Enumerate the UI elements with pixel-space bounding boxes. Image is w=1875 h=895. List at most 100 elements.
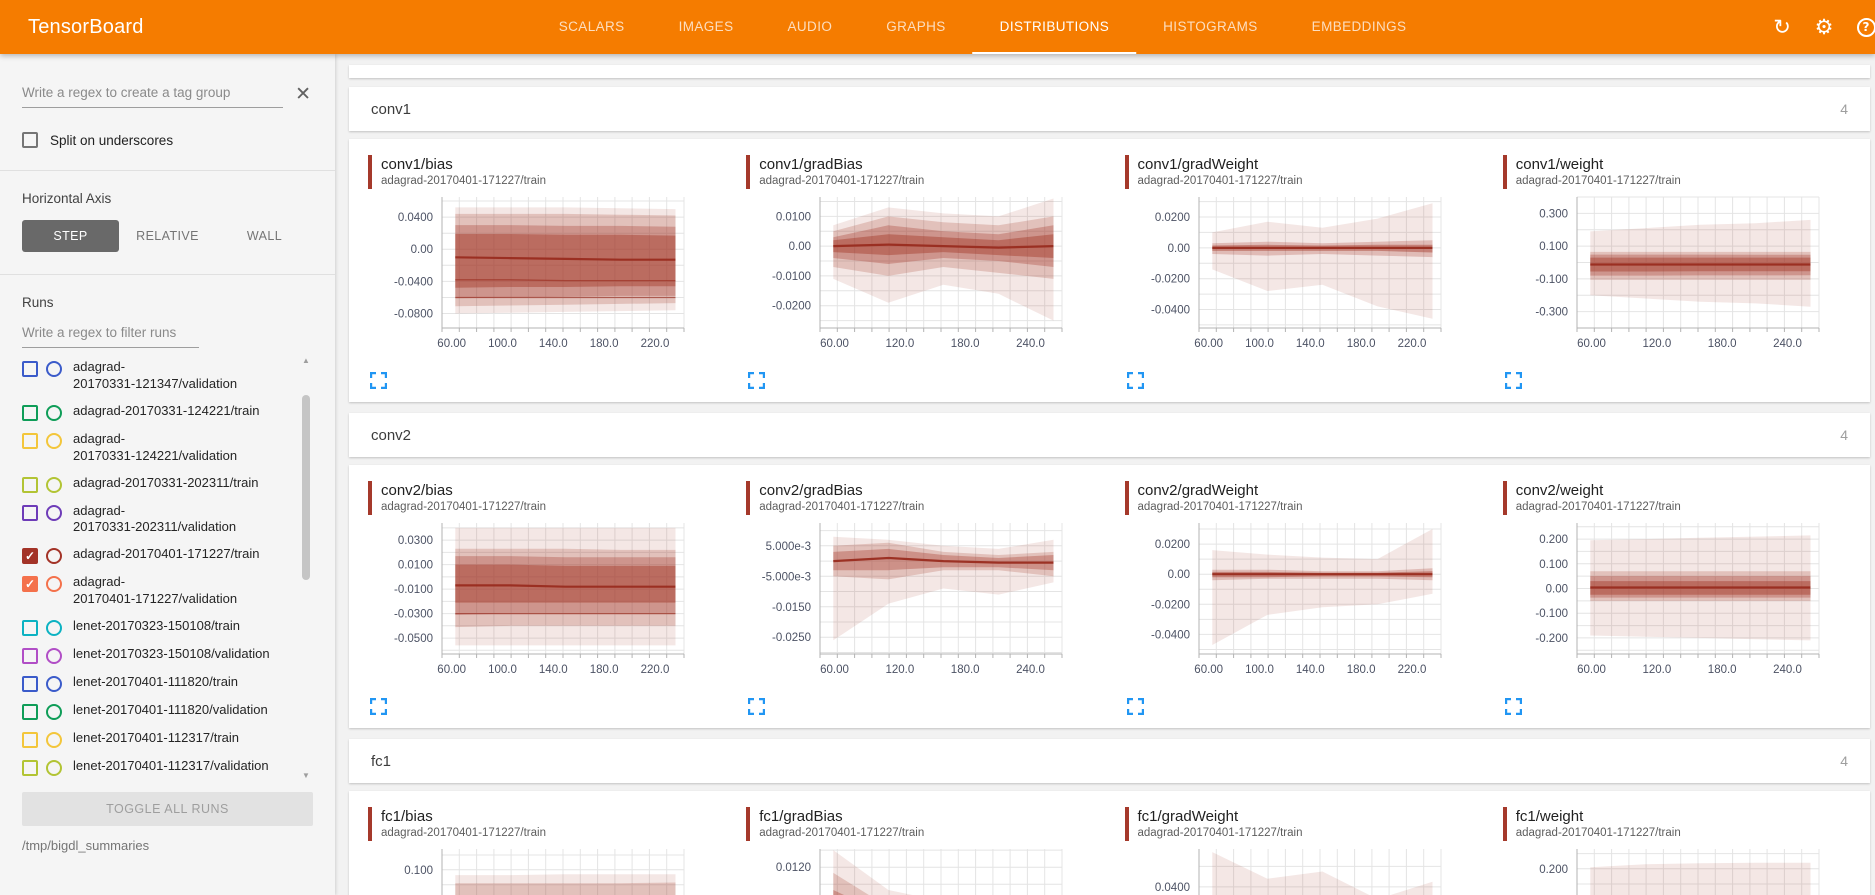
run-solo-radio[interactable] [46, 576, 62, 593]
nav-tabs: SCALARS IMAGES AUDIO GRAPHS DISTRIBUTIONS HIS… [532, 0, 1434, 54]
run-checkbox[interactable] [22, 432, 38, 449]
tab-graphs[interactable]: GRAPHS [886, 18, 946, 34]
run-solo-radio[interactable] [46, 760, 62, 777]
svg-text:-0.0250: -0.0250 [772, 632, 811, 644]
tab-distributions[interactable]: DISTRIBUTIONS [972, 0, 1137, 54]
run-item[interactable]: adagrad- 20170331-202311/validation [22, 498, 295, 542]
run-solo-radio[interactable] [46, 732, 62, 749]
tab-embeddings[interactable]: EMBEDDINGS [1311, 18, 1407, 34]
run-solo-radio[interactable] [46, 648, 62, 665]
refresh-icon[interactable]: ↻ [1773, 15, 1791, 39]
run-solo-radio[interactable] [46, 361, 62, 377]
toggle-all-runs-button[interactable]: TOGGLE ALL RUNS [22, 792, 313, 826]
chart-run-label: adagrad-20170401-171227/train [381, 827, 546, 839]
expand-chart-icon[interactable] [748, 371, 766, 390]
tab-images[interactable]: IMAGES [678, 18, 734, 34]
tab-histograms[interactable]: HISTOGRAMS [1163, 18, 1258, 34]
run-item[interactable]: lenet-20170401-111820/validation [22, 697, 295, 725]
expand-chart-icon[interactable] [369, 697, 388, 716]
expand-chart-icon[interactable] [1126, 697, 1145, 716]
expand-chart-icon[interactable] [1126, 371, 1145, 390]
svg-text:0.00: 0.00 [1167, 243, 1189, 255]
section-header-conv1[interactable]: conv1 4 [349, 87, 1870, 131]
run-item[interactable]: ✓ adagrad- 20170401-171227/validation [22, 569, 295, 613]
run-solo-radio[interactable] [46, 620, 62, 637]
run-item[interactable]: lenet-20170323-150108/validation [22, 641, 295, 669]
run-solo-radio[interactable] [46, 432, 62, 449]
help-icon[interactable]: ? [1845, 17, 1875, 37]
section-header-conv2[interactable]: conv2 4 [349, 413, 1870, 457]
clear-regex-icon[interactable]: ✕ [295, 84, 311, 105]
expand-chart-icon[interactable] [748, 697, 766, 716]
run-item[interactable]: ✓ adagrad-20170401-171227/train [22, 541, 295, 569]
expand-chart-icon[interactable] [1504, 697, 1523, 716]
run-checkbox[interactable] [22, 704, 38, 721]
run-checkbox[interactable] [22, 361, 38, 377]
run-solo-radio[interactable] [46, 504, 62, 521]
chart-card: fc1/weight adagrad-20170401-171227/train 0… [1490, 807, 1868, 895]
tag-group-regex-input[interactable] [22, 80, 284, 108]
scrollbar-track[interactable] [302, 367, 310, 769]
scroll-up-icon[interactable]: ▲ [302, 356, 310, 365]
run-item[interactable]: lenet-20170401-111820/train [22, 669, 295, 697]
run-solo-radio[interactable] [46, 548, 62, 565]
chart-card: conv2/gradWeight adagrad-20170401-171227/… [1112, 481, 1490, 726]
svg-text:120.0: 120.0 [886, 338, 915, 350]
axis-mode-wall-button[interactable]: WALL [246, 229, 283, 243]
run-solo-radio[interactable] [46, 704, 62, 721]
run-checkbox[interactable]: ✓ [22, 548, 38, 565]
run-checkbox[interactable] [22, 404, 38, 421]
chart-header: conv2/weight adagrad-20170401-171227/trai… [1502, 481, 1855, 515]
run-solo-radio[interactable] [46, 676, 62, 693]
svg-text:-0.100: -0.100 [1535, 608, 1568, 620]
split-on-underscores-row[interactable]: Split on underscores [22, 132, 313, 148]
runs-scrollbar: ▲ ▼ [299, 354, 313, 782]
scrollbar-thumb[interactable] [302, 395, 310, 581]
settings-gear-icon[interactable]: ⚙ [1814, 15, 1834, 39]
section-header-fc1[interactable]: fc1 4 [349, 739, 1870, 783]
run-checkbox[interactable] [22, 676, 38, 693]
svg-text:-0.0500: -0.0500 [394, 633, 433, 645]
run-item[interactable]: adagrad-20170331-202311/train [22, 470, 295, 498]
run-item[interactable]: lenet-20170401-112317/validation [22, 753, 295, 781]
expand-chart-icon[interactable] [369, 371, 388, 390]
run-checkbox[interactable] [22, 648, 38, 665]
svg-text:60.00: 60.00 [437, 664, 466, 676]
tab-audio[interactable]: AUDIO [787, 18, 833, 34]
svg-text:180.0: 180.0 [1346, 664, 1375, 676]
run-checkbox[interactable] [22, 620, 38, 637]
axis-mode-step-button[interactable]: STEP [22, 220, 119, 252]
svg-text:-0.0100: -0.0100 [394, 584, 433, 596]
runs-filter-regex-input[interactable] [22, 320, 199, 348]
chart-header: fc1/gradWeight adagrad-20170401-171227/tr… [1124, 807, 1477, 841]
svg-text:240.0: 240.0 [1773, 338, 1802, 350]
tab-scalars[interactable]: SCALARS [558, 18, 625, 34]
run-solo-radio[interactable] [46, 404, 62, 421]
run-item[interactable]: adagrad- 20170331-121347/validation [22, 354, 295, 398]
run-solo-radio[interactable] [46, 476, 62, 493]
run-checkbox[interactable] [22, 732, 38, 749]
run-item[interactable]: adagrad- 20170331-124221/validation [22, 426, 295, 470]
svg-text:220.0: 220.0 [1397, 338, 1426, 350]
run-name: adagrad- 20170331-121347/validation [73, 359, 238, 391]
svg-text:60.00: 60.00 [1194, 664, 1223, 676]
split-on-underscores-checkbox[interactable] [22, 132, 38, 148]
svg-text:240.0: 240.0 [1016, 338, 1045, 350]
run-checkbox[interactable] [22, 760, 38, 777]
run-checkbox[interactable]: ✓ [22, 576, 38, 593]
run-checkbox[interactable] [22, 504, 38, 521]
topbar-icons: ↻ ⚙ ? [1761, 0, 1875, 54]
scroll-down-icon[interactable]: ▼ [302, 771, 310, 780]
top-app-bar: TensorBoard SCALARS IMAGES AUDIO GRAPHS DIST… [0, 0, 1875, 54]
svg-text:120.0: 120.0 [1642, 664, 1671, 676]
chart-title: conv1/gradBias [759, 156, 863, 173]
expand-chart-icon[interactable] [1504, 371, 1523, 390]
run-item[interactable]: adagrad-20170331-124221/train [22, 398, 295, 426]
distribution-plot: 0.1000.06000.0200-0.020060.00100.0140.01… [398, 849, 685, 895]
svg-text:0.0400: 0.0400 [398, 212, 433, 224]
run-checkbox[interactable] [22, 476, 38, 493]
run-item[interactable]: lenet-20170401-112317/train [22, 725, 295, 753]
run-item[interactable]: lenet-20170323-150108/train [22, 613, 295, 641]
chart-run-label: adagrad-20170401-171227/train [381, 175, 546, 187]
axis-mode-relative-button[interactable]: RELATIVE [136, 229, 199, 243]
